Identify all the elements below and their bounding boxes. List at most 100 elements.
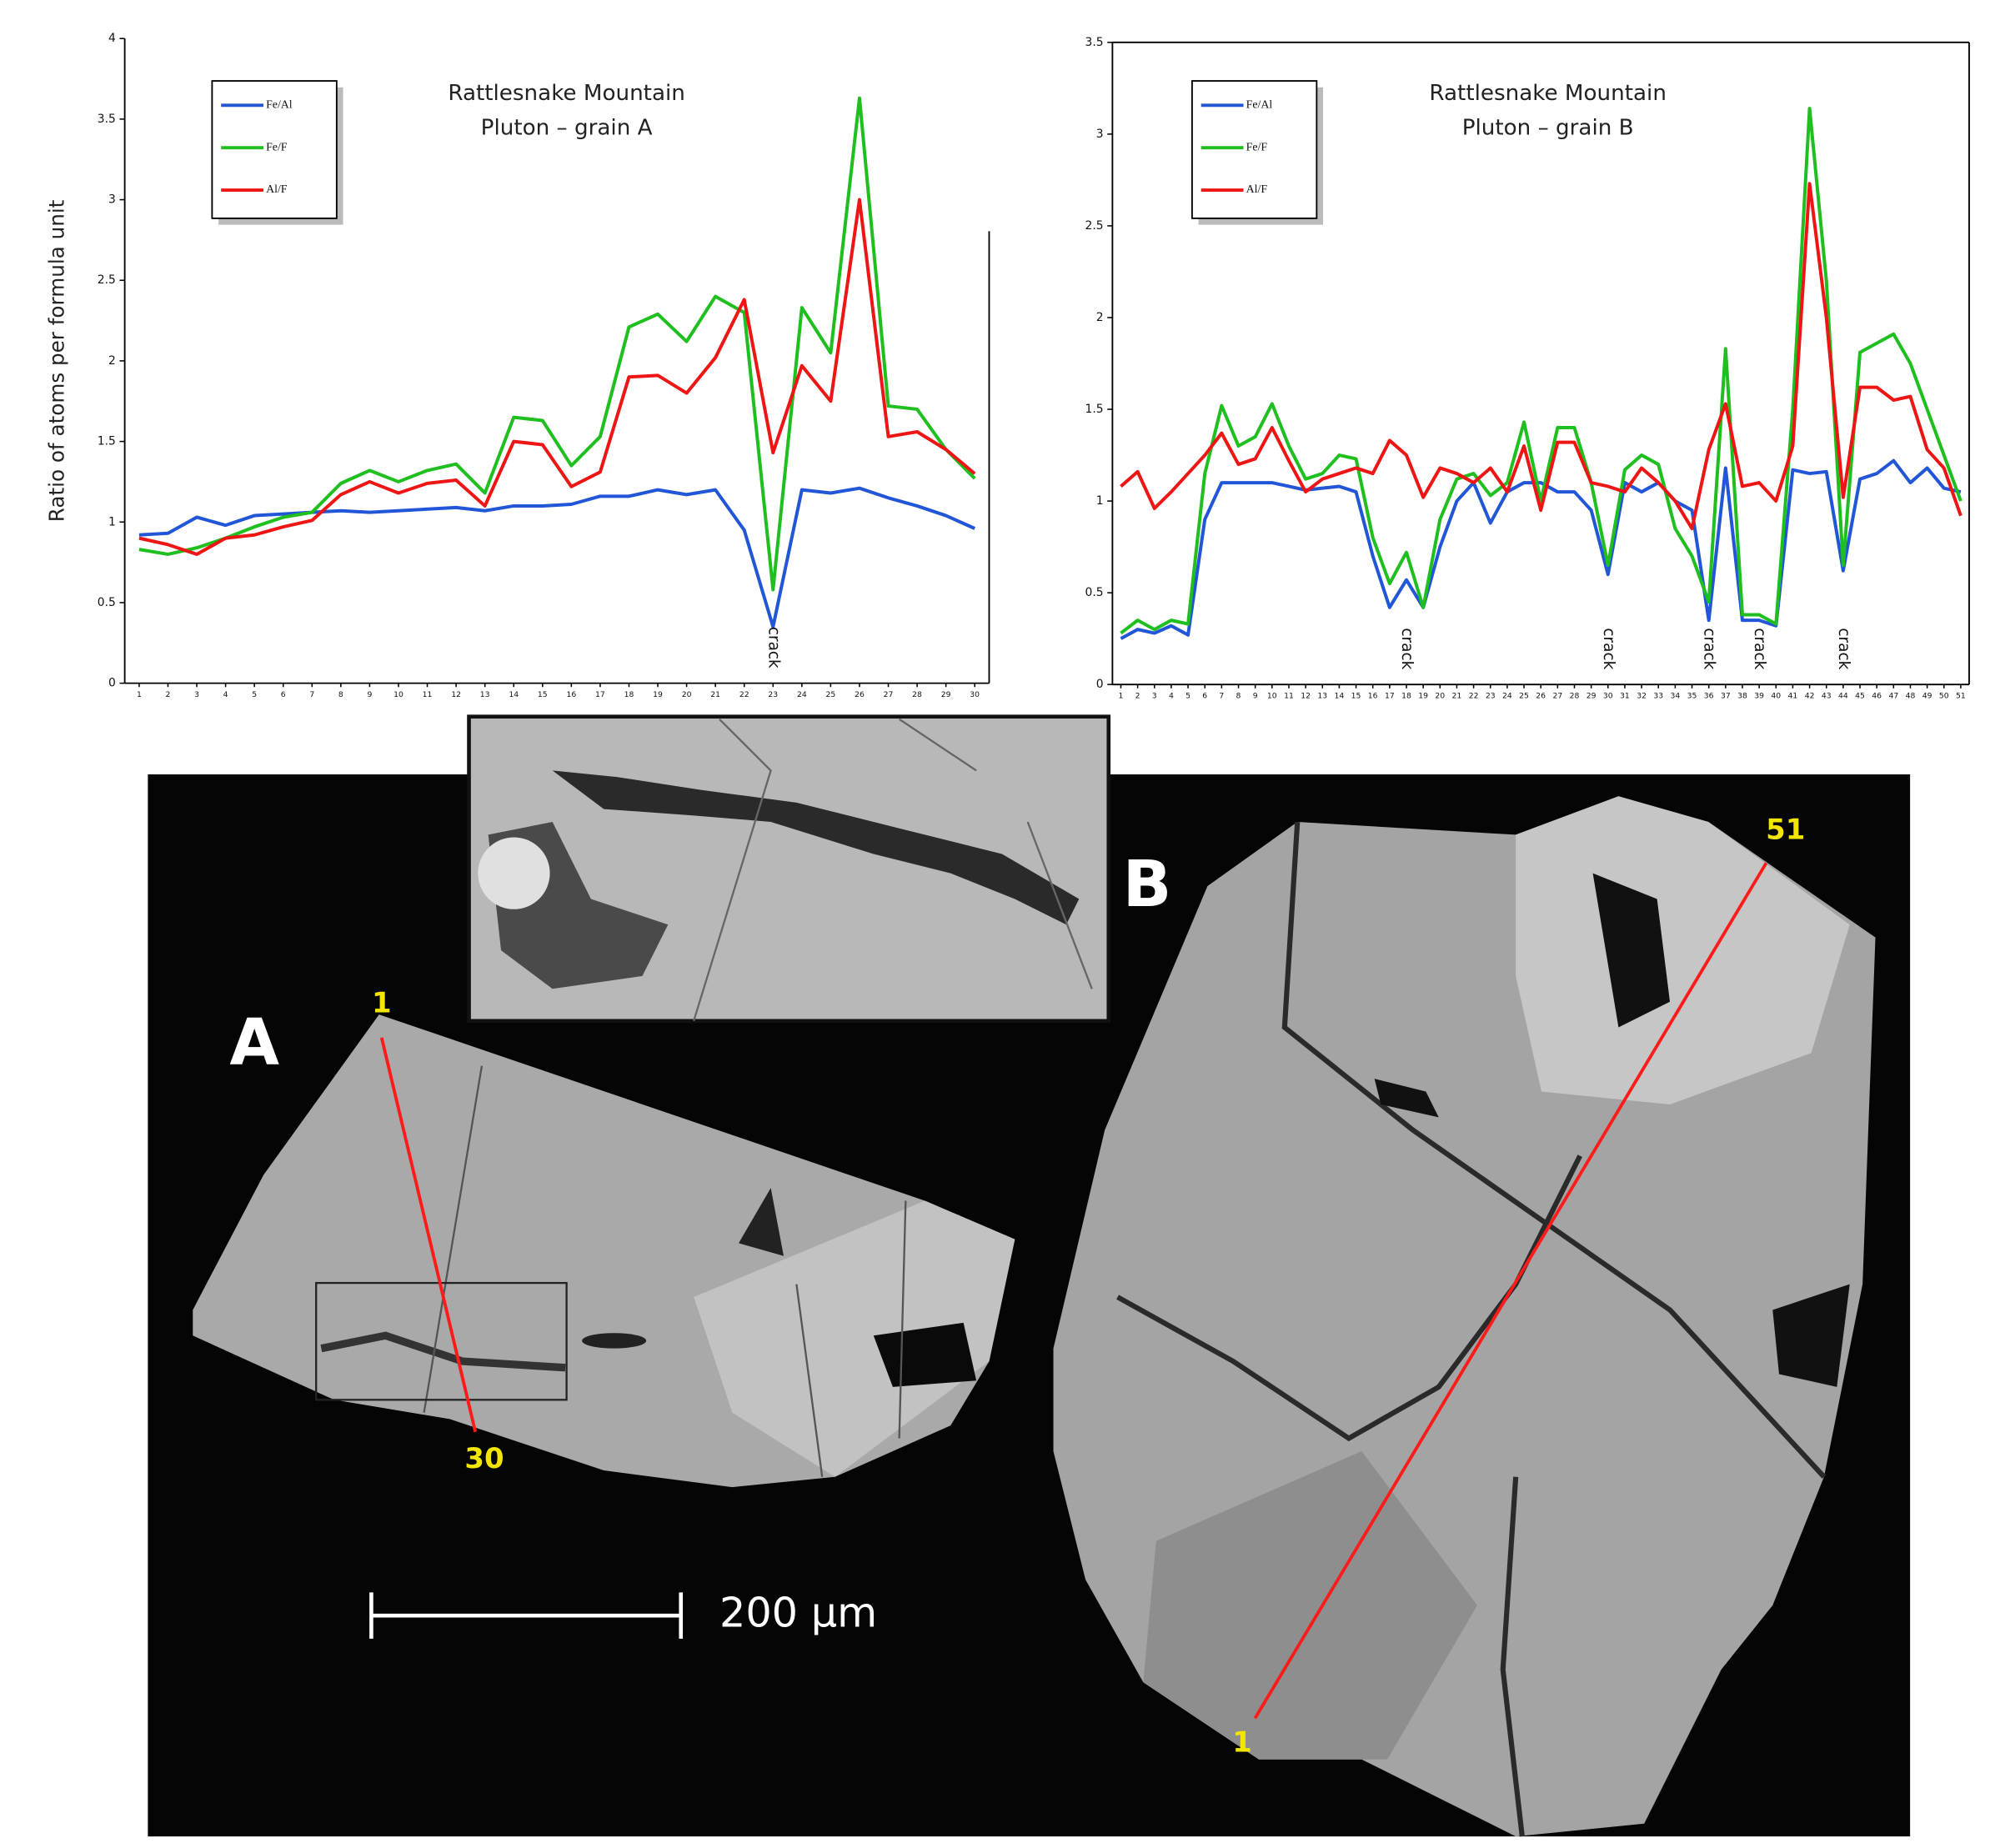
micrograph: A B 1 30 1 51 200 µm (148, 714, 1911, 1837)
series-line (138, 198, 976, 556)
legend-label: Fe/Al (266, 98, 293, 111)
x-tick-label: 30 (970, 690, 980, 699)
annotation: crack (1600, 628, 1617, 669)
traverse-a (379, 1037, 478, 1433)
x-tick-label: 46 (1872, 692, 1882, 701)
y-tick-label: 2.5 (1085, 219, 1104, 233)
x-tick-label: 19 (653, 690, 663, 699)
chart-title: Rattlesnake Mountain (448, 81, 685, 106)
traverse-b (1253, 862, 1768, 1720)
x-tick-label: 6 (281, 690, 286, 699)
x-tick-label: 43 (1822, 692, 1832, 701)
chart-title: Rattlesnake Mountain (1429, 81, 1667, 106)
y-tick-label: 3 (1096, 128, 1104, 141)
y-tick-label: 0.5 (1085, 586, 1104, 599)
inset-fracture (552, 770, 1080, 925)
x-tick-label: 27 (884, 690, 894, 699)
x-tick-label: 10 (1267, 692, 1277, 701)
legend-label: Fe/F (1246, 140, 1268, 153)
pit (582, 1333, 647, 1349)
x-tick-label: 13 (480, 690, 490, 699)
x-tick-label: 15 (1351, 692, 1361, 701)
x-tick-label: 15 (538, 690, 548, 699)
grain-b-zone (1143, 1450, 1477, 1760)
inset-grain (478, 837, 550, 909)
x-tick-label: 11 (1284, 692, 1294, 701)
pit (739, 1188, 784, 1256)
x-tick-label: 21 (1452, 692, 1462, 701)
x-tick-label: 31 (1620, 692, 1630, 701)
x-tick-label: 1 (1119, 692, 1124, 701)
x-tick-label: 2 (1135, 692, 1140, 701)
y-tick-label: 3.5 (98, 113, 116, 126)
x-tick-label: 36 (1704, 692, 1714, 701)
x-tick-label: 17 (1385, 692, 1395, 701)
y-tick-label: 1 (1096, 494, 1104, 508)
x-tick-label: 8 (338, 690, 343, 699)
legend-label: Al/F (1246, 183, 1268, 195)
x-tick-label: 18 (624, 690, 634, 699)
x-tick-label: 19 (1418, 692, 1428, 701)
x-tick-label: 34 (1671, 692, 1681, 701)
x-tick-label: 26 (1536, 692, 1546, 701)
x-tick-label: 29 (941, 690, 951, 699)
x-tick-label: 5 (1185, 692, 1190, 701)
x-tick-label: 24 (797, 690, 807, 699)
x-tick-label: 14 (1335, 692, 1345, 701)
x-tick-label: 45 (1855, 692, 1865, 701)
x-tick-label: 27 (1552, 692, 1562, 701)
chart: 00.511.522.533.541 2 3 4 5 6 7 8 9 10 11 12 13 14 15 16… (45, 32, 990, 699)
x-tick-label: 23 (768, 690, 778, 699)
x-tick-label: 50 (1939, 692, 1949, 701)
x-tick-label: 28 (1570, 692, 1580, 701)
x-tick-label: 17 (595, 690, 605, 699)
x-tick-label: 32 (1637, 692, 1647, 701)
pit (1374, 1079, 1439, 1118)
x-tick-label: 41 (1788, 692, 1798, 701)
x-tick-label: 51 (1956, 692, 1966, 701)
grain-a-zone (694, 1200, 1015, 1477)
charts: 00.511.522.533.541 2 3 4 5 6 7 8 9 10 11 12 13 14 15 16… (45, 32, 1970, 701)
y-tick-label: 3 (108, 193, 116, 207)
annotation: crack (1835, 628, 1852, 669)
x-tick-label: 16 (1368, 692, 1378, 701)
y-tick-label: 1.5 (98, 435, 116, 448)
y-tick-label: 2 (108, 354, 116, 368)
x-tick-label: 16 (566, 690, 576, 699)
y-tick-label: 3.5 (1085, 36, 1104, 49)
legend-label: Fe/Al (1246, 98, 1273, 111)
x-tick-label: 25 (826, 690, 836, 699)
y-tick-label: 2 (1096, 311, 1104, 324)
x-tick-label: 4 (1169, 692, 1174, 701)
x-tick-label: 39 (1754, 692, 1764, 701)
x-tick-label: 9 (1253, 692, 1258, 701)
x-tick-label: 23 (1486, 692, 1496, 701)
x-tick-label: 35 (1687, 692, 1697, 701)
chart-title: Pluton – grain B (1462, 116, 1634, 141)
legend-label: Al/F (266, 183, 288, 195)
x-tick-label: 26 (855, 690, 865, 699)
chart-title: Pluton – grain A (481, 116, 653, 141)
x-tick-label: 38 (1737, 692, 1747, 701)
inset-crack (693, 718, 1093, 1022)
series-line (1120, 107, 1962, 635)
annotation: crack (1701, 628, 1718, 669)
x-tick-label: 18 (1401, 692, 1411, 701)
x-tick-label: 13 (1317, 692, 1327, 701)
x-tick-label: 37 (1721, 692, 1731, 701)
x-tick-label: 1 (137, 690, 142, 699)
x-tick-label: 9 (367, 690, 372, 699)
series-line (1120, 182, 1962, 531)
grain-label: A (229, 1005, 279, 1080)
y-tick-label: 0.5 (98, 596, 116, 609)
traverse-label: 1 (1232, 1726, 1252, 1759)
x-tick-label: 47 (1888, 692, 1898, 701)
x-tick-label: 3 (1152, 692, 1157, 701)
chart: 00.511.522.533.51 2 3 4 5 6 7 8 9 10 11 12 13 14 15 16 1… (1085, 36, 1970, 701)
hole (873, 1322, 977, 1387)
x-tick-label: 25 (1519, 692, 1529, 701)
x-tick-label: 14 (509, 690, 519, 699)
x-tick-label: 20 (682, 690, 692, 699)
x-tick-label: 4 (223, 690, 228, 699)
traverse-label: 1 (372, 986, 392, 1019)
